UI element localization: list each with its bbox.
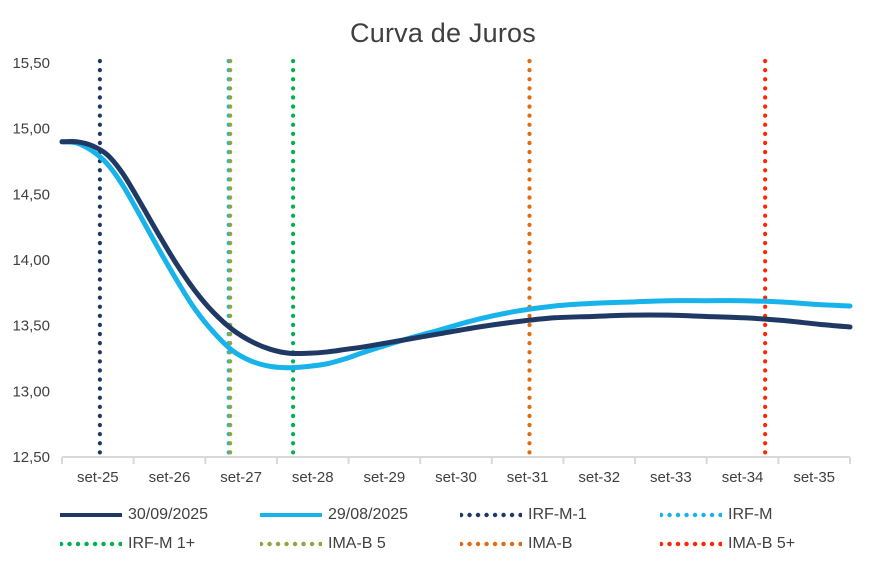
x-axis-line bbox=[61, 456, 851, 464]
legend-item-ima-b-5[interactable]: IMA-B 5 bbox=[260, 529, 460, 558]
y-axis-tick-labels: 15,50 15,00 14,50 14,00 13,50 13,00 12,50 bbox=[12, 55, 50, 466]
legend-label: 30/09/2025 bbox=[128, 505, 209, 523]
y-axis-tick-label: 14,50 bbox=[12, 186, 50, 203]
legend-swatch-dotted bbox=[460, 512, 522, 517]
legend-label: IRF-M-1 bbox=[528, 505, 587, 523]
legend-swatch-dotted bbox=[260, 541, 322, 546]
x-axis-tick-label: set-33 bbox=[650, 469, 692, 486]
chart-legend: 30/09/2025 29/08/2025 IRF-M-1 IRF-M IRF-M 1+… bbox=[60, 500, 860, 558]
legend-swatch-solid bbox=[260, 512, 322, 517]
legend-label: IMA-B bbox=[528, 534, 573, 552]
y-axis-tick-label: 15,00 bbox=[12, 121, 50, 138]
x-axis-tick-label: set-32 bbox=[578, 469, 620, 486]
y-axis-tick-label: 13,00 bbox=[12, 383, 50, 400]
y-axis-tick-label: 14,00 bbox=[12, 252, 50, 269]
y-axis-tick-label: 13,50 bbox=[12, 318, 50, 335]
legend-item-irf-m-1[interactable]: IRF-M-1 bbox=[460, 500, 660, 529]
legend-item-29-08-2025[interactable]: 29/08/2025 bbox=[260, 500, 460, 529]
x-axis-tick-label: set-35 bbox=[793, 469, 835, 486]
y-axis-tick-label: 12,50 bbox=[12, 449, 50, 466]
y-axis-tick-label: 15,50 bbox=[12, 55, 50, 72]
legend-item-ima-b[interactable]: IMA-B bbox=[460, 529, 660, 558]
legend-swatch-dotted bbox=[660, 512, 722, 517]
legend-swatch-solid bbox=[60, 512, 122, 517]
legend-swatch-dotted bbox=[460, 541, 522, 546]
x-axis-tick-label: set-27 bbox=[220, 469, 262, 486]
chart-title: Curva de Juros bbox=[350, 18, 536, 48]
legend-item-30-09-2025[interactable]: 30/09/2025 bbox=[60, 500, 260, 529]
x-axis-tick-label: set-25 bbox=[77, 469, 119, 486]
vertical-marker-lines bbox=[97, 58, 768, 462]
legend-label: IMA-B 5+ bbox=[728, 534, 796, 552]
x-axis-tick-label: set-30 bbox=[435, 469, 477, 486]
x-axis-tick-labels: set-25 set-26 set-27 set-28 set-29 set-30 set-… bbox=[77, 469, 835, 486]
x-axis-tick-label: set-26 bbox=[149, 469, 191, 486]
x-axis-tick-label: set-31 bbox=[507, 469, 549, 486]
legend-label: IMA-B 5 bbox=[328, 534, 386, 552]
legend-item-irf-m[interactable]: IRF-M bbox=[660, 500, 860, 529]
legend-label: IRF-M bbox=[728, 505, 773, 523]
legend-item-irf-m-1-plus[interactable]: IRF-M 1+ bbox=[60, 529, 260, 558]
x-axis-tick-label: set-28 bbox=[292, 469, 334, 486]
data-series-lines bbox=[59, 139, 853, 371]
legend-swatch-dotted bbox=[60, 541, 122, 546]
series-line-30-09-2025 bbox=[59, 139, 853, 357]
x-axis-tick-label: set-34 bbox=[722, 469, 764, 486]
legend-item-ima-b-5-plus[interactable]: IMA-B 5+ bbox=[660, 529, 860, 558]
legend-swatch-dotted bbox=[660, 541, 722, 546]
legend-label: 29/08/2025 bbox=[328, 505, 409, 523]
legend-label: IRF-M 1+ bbox=[128, 534, 196, 552]
x-axis-tick-label: set-29 bbox=[364, 469, 406, 486]
series-line-29-08-2025 bbox=[59, 139, 853, 371]
